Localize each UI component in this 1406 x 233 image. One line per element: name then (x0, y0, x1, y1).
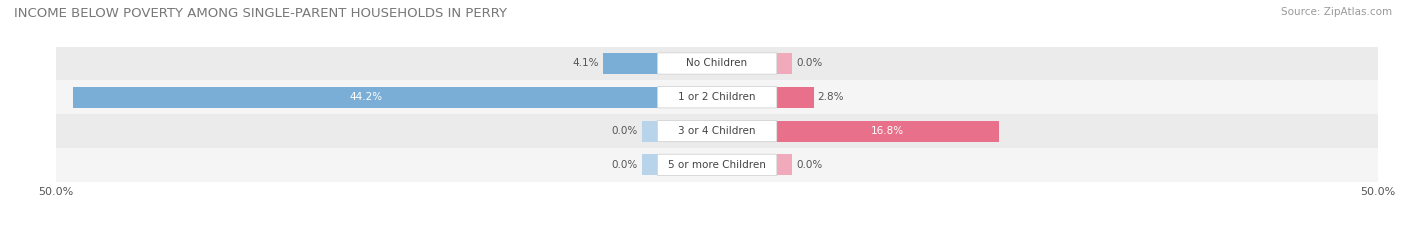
Bar (73, 87, 658, 108)
Text: Source: ZipAtlas.com: Source: ZipAtlas.com (1281, 7, 1392, 17)
FancyBboxPatch shape (658, 53, 776, 74)
Bar (603, 53, 658, 74)
Bar (56, 148, 1378, 182)
Bar (641, 121, 658, 141)
Bar (56, 114, 1378, 148)
Text: 44.2%: 44.2% (349, 92, 382, 102)
Bar (641, 154, 658, 175)
Bar (776, 121, 998, 141)
Text: 4.1%: 4.1% (572, 58, 599, 69)
Bar (56, 80, 1378, 114)
Text: INCOME BELOW POVERTY AMONG SINGLE-PARENT HOUSEHOLDS IN PERRY: INCOME BELOW POVERTY AMONG SINGLE-PARENT… (14, 7, 508, 20)
Text: 0.0%: 0.0% (796, 58, 823, 69)
Text: 2.8%: 2.8% (817, 92, 844, 102)
FancyBboxPatch shape (658, 120, 776, 142)
Bar (776, 87, 814, 108)
Text: 16.8%: 16.8% (870, 126, 904, 136)
Text: 1 or 2 Children: 1 or 2 Children (678, 92, 756, 102)
Bar (776, 53, 793, 74)
Bar (776, 154, 793, 175)
Text: 0.0%: 0.0% (796, 160, 823, 170)
Text: No Children: No Children (686, 58, 748, 69)
Text: 0.0%: 0.0% (612, 126, 638, 136)
Text: 5 or more Children: 5 or more Children (668, 160, 766, 170)
Text: 3 or 4 Children: 3 or 4 Children (678, 126, 756, 136)
FancyBboxPatch shape (658, 87, 776, 108)
Bar (56, 47, 1378, 80)
FancyBboxPatch shape (658, 154, 776, 175)
Text: 0.0%: 0.0% (612, 160, 638, 170)
